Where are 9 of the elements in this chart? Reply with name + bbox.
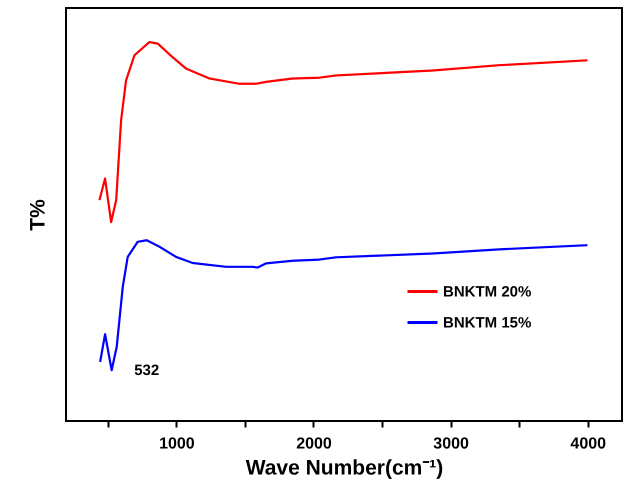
x-tick-label: 2000 xyxy=(296,436,332,452)
y-axis-title: T% xyxy=(26,198,50,231)
x-tick-label: 3000 xyxy=(433,436,470,452)
annotation: 532 xyxy=(134,362,160,380)
legend-label: BNKTM 15% xyxy=(443,314,532,332)
x-tick-label: 4000 xyxy=(570,436,606,452)
x-axis-title: Wave Number(cm⁻¹) xyxy=(246,456,444,480)
x-tick-label: 1000 xyxy=(159,436,195,452)
legend-label: BNKTM 20% xyxy=(443,284,532,300)
